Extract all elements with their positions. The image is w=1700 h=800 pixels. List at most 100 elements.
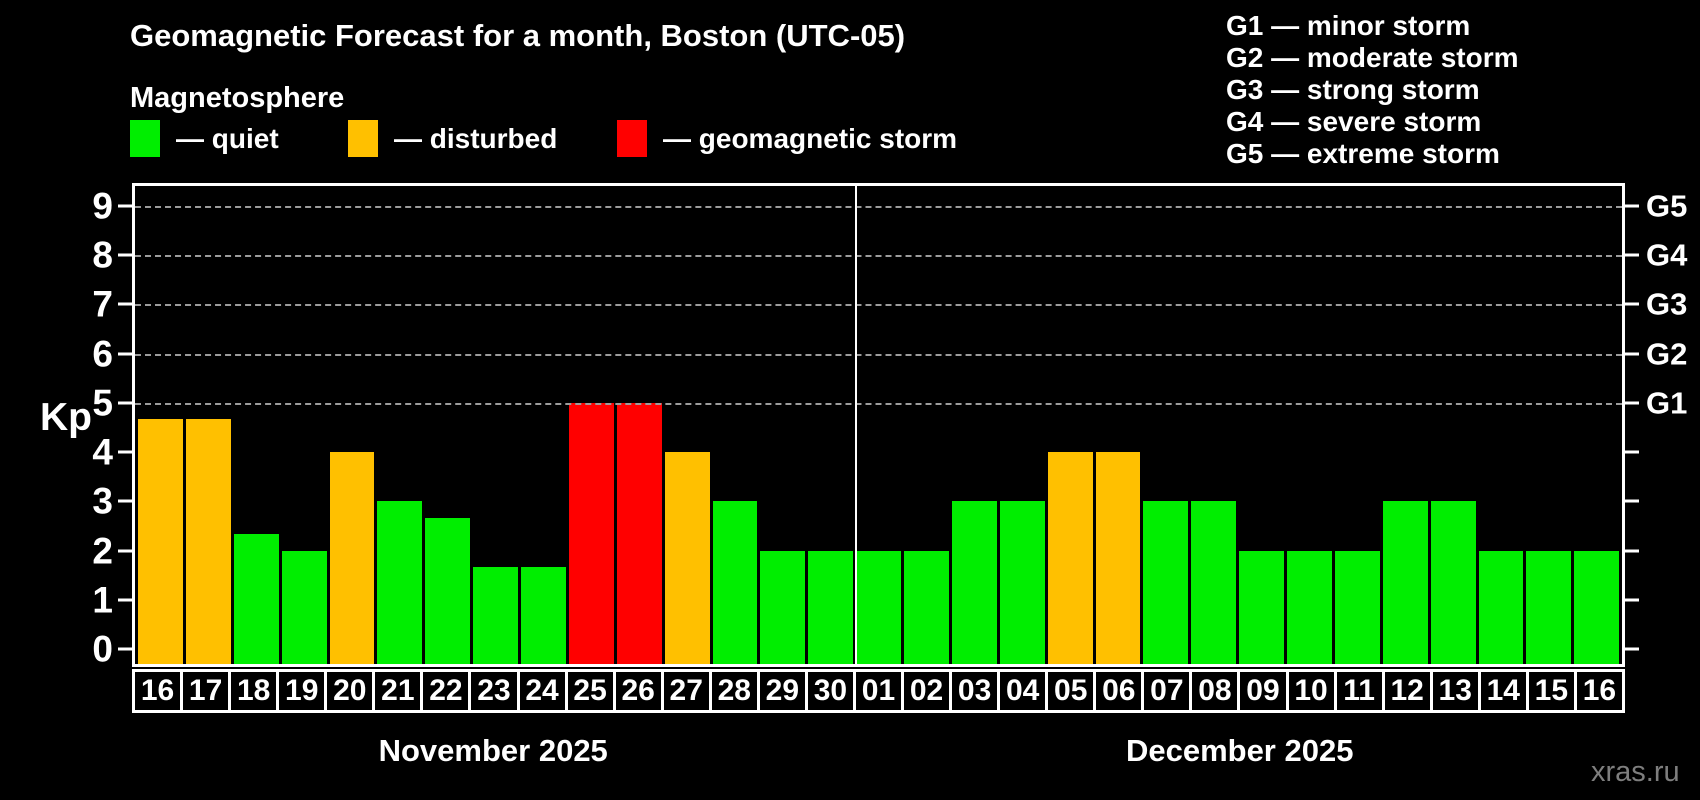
month-label-2: December 2025 [1125, 733, 1354, 768]
date-label-19: 19 [276, 669, 328, 713]
date-label-20: 20 [324, 669, 376, 713]
y-tick-left-3 [118, 499, 132, 503]
kp-bar-december-14 [1478, 550, 1524, 664]
month-label-1: November 2025 [378, 733, 608, 768]
y-axis-label-8: 8 [92, 234, 113, 276]
right-axis-label-g5: G5 [1646, 188, 1688, 224]
kp-bar-december-03 [951, 501, 997, 664]
storm-scale-line-g5: G5 — extreme storm [1226, 138, 1500, 169]
magnetosphere-label: Magnetosphere [130, 82, 345, 114]
kp-bar-december-09 [1239, 550, 1284, 664]
date-label-09: 09 [1237, 669, 1289, 713]
kp-bar-november-30 [808, 550, 854, 664]
y-axis-label-3: 3 [92, 480, 113, 522]
date-label-16: 16 [1573, 669, 1625, 713]
date-label-12: 12 [1381, 669, 1433, 713]
date-label-13: 13 [1429, 669, 1481, 713]
y-tick-right-5 [1625, 401, 1639, 405]
kp-bar-november-28 [712, 501, 758, 664]
kp-bar-november-16 [138, 419, 183, 664]
y-tick-left-9 [118, 204, 132, 208]
y-axis-label-9: 9 [92, 185, 113, 227]
kp-bar-december-06 [1095, 452, 1141, 664]
kp-bar-december-10 [1287, 550, 1332, 664]
right-axis-label-g3: G3 [1646, 286, 1688, 322]
date-label-10: 10 [1285, 669, 1337, 713]
date-label-29: 29 [756, 669, 808, 713]
quiet-color-swatch [130, 120, 160, 157]
page-title: Geomagnetic Forecast for a month, Boston… [130, 18, 906, 53]
date-label-22: 22 [420, 669, 472, 713]
y-axis-label-1: 1 [92, 579, 113, 621]
kp-bar-november-19 [281, 550, 327, 664]
kp-bar-december-08 [1191, 501, 1237, 664]
kp-bar-december-11 [1334, 550, 1380, 664]
date-label-03: 03 [949, 669, 1001, 713]
kp-bar-november-22 [425, 517, 471, 664]
month-labels: November 2025 December 2025 [132, 733, 1625, 775]
date-label-02: 02 [901, 669, 953, 713]
storm-scale-legend: G1 — minor storm G2 — moderate storm G3 … [1226, 10, 1519, 170]
date-label-24: 24 [516, 669, 568, 713]
kp-bar-december-02 [904, 550, 949, 664]
y-tick-right-8 [1625, 253, 1639, 257]
y-axis-label-6: 6 [92, 333, 113, 375]
kp-bar-december-16 [1574, 550, 1620, 664]
color-legend: — quiet — disturbed — geomagnetic storm [130, 120, 1110, 162]
kp-bar-december-15 [1526, 550, 1572, 664]
kp-bar-november-24 [521, 566, 566, 664]
kp-bar-december-01 [856, 550, 901, 664]
y-tick-left-6 [118, 352, 132, 356]
legend-item-disturbed: — disturbed [348, 120, 557, 157]
date-axis: 16 17 18 19 20 21 22 23 24 25 26 27 28 29 30 01 02 03 04 05… [132, 669, 1625, 713]
y-tick-right-4 [1625, 450, 1639, 454]
kp-bar-november-29 [760, 550, 806, 664]
right-axis-label-g4: G4 [1646, 237, 1688, 273]
legend-item-label: — disturbed [394, 122, 558, 154]
gridline-kp5 [135, 402, 1622, 405]
kp-bar-december-05 [1047, 452, 1093, 664]
y-tick-left-8 [118, 253, 132, 257]
storm-color-swatch [617, 120, 647, 157]
y-tick-right-6 [1625, 352, 1639, 356]
y-axis-label-0: 0 [92, 628, 113, 670]
date-label-28: 28 [708, 669, 760, 713]
date-label-15: 15 [1525, 669, 1577, 713]
storm-scale-line-g3: G3 — strong storm [1226, 74, 1480, 105]
y-tick-left-1 [118, 598, 132, 602]
y-axis-title: Kp [40, 396, 92, 439]
kp-bar-november-25 [568, 402, 614, 664]
date-label-01: 01 [852, 669, 904, 713]
date-label-11: 11 [1333, 669, 1385, 713]
date-label-25: 25 [564, 669, 616, 713]
date-label-08: 08 [1189, 669, 1241, 713]
y-axis-label-2: 2 [92, 530, 113, 572]
bars-container [135, 186, 1622, 664]
date-label-06: 06 [1093, 669, 1145, 713]
gridline-kp9 [135, 205, 1622, 208]
date-label-17: 17 [180, 669, 232, 713]
y-tick-left-0 [118, 647, 132, 651]
date-label-23: 23 [468, 669, 520, 713]
y-tick-left-7 [118, 302, 132, 306]
y-tick-right-9 [1625, 204, 1639, 208]
kp-bar-december-12 [1382, 501, 1428, 664]
y-tick-left-2 [118, 549, 132, 553]
legend-item-quiet: — quiet [130, 120, 279, 157]
y-axis-label-4: 4 [92, 431, 113, 473]
y-tick-right-0 [1625, 647, 1639, 651]
storm-scale-line-g2: G2 — moderate storm [1226, 42, 1519, 73]
date-label-27: 27 [660, 669, 712, 713]
month-divider [854, 186, 857, 664]
kp-bar-november-26 [616, 402, 662, 664]
date-label-05: 05 [1045, 669, 1097, 713]
y-tick-right-7 [1625, 302, 1639, 306]
kp-bar-december-13 [1430, 501, 1476, 664]
watermark: xras.ru [1591, 756, 1680, 788]
storm-scale-line-g1: G1 — minor storm [1226, 10, 1471, 41]
y-tick-left-5 [118, 401, 132, 405]
date-label-18: 18 [228, 669, 280, 713]
kp-bar-november-17 [185, 419, 231, 664]
kp-bar-december-04 [999, 501, 1045, 664]
date-label-04: 04 [997, 669, 1049, 713]
